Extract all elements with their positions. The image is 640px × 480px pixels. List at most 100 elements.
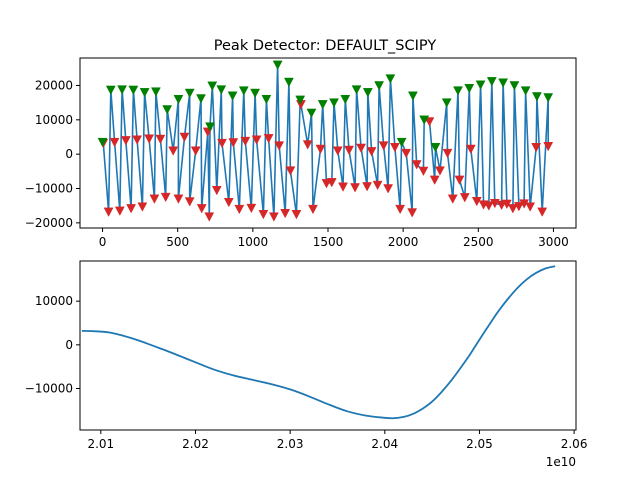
valley-marker	[173, 194, 184, 204]
valley-marker	[285, 166, 296, 176]
peak-marker	[486, 77, 497, 87]
peak-marker	[295, 95, 306, 105]
bottom-plot-area	[81, 265, 556, 420]
y-tick-label: 0	[65, 338, 73, 352]
peak-marker	[532, 92, 542, 102]
peak-marker	[272, 60, 283, 70]
valley-marker	[114, 206, 125, 216]
valley-marker	[132, 135, 143, 145]
valley-marker	[240, 136, 251, 147]
x-tick-label: 2.02	[182, 437, 209, 451]
valley-marker	[338, 182, 348, 192]
valley-marker	[459, 193, 470, 203]
valley-marker	[531, 143, 542, 153]
x-tick-label: 2.06	[561, 437, 588, 451]
peak-marker	[498, 78, 509, 88]
valley-marker	[378, 141, 389, 151]
x-tick-label: 0	[99, 235, 107, 249]
y-tick-label: 10000	[35, 294, 73, 308]
y-tick-label: 0	[65, 147, 73, 161]
valley-marker	[263, 134, 274, 144]
valley-marker	[144, 134, 155, 144]
x-tick-label: 2000	[388, 235, 419, 249]
valley-marker	[234, 204, 245, 215]
valley-marker	[196, 204, 207, 214]
valley-marker	[435, 166, 445, 176]
x-tick-label: 3000	[538, 235, 569, 249]
peak-marker	[284, 77, 294, 88]
peak-marker	[117, 85, 128, 95]
valley-marker	[513, 202, 524, 212]
valley-marker	[407, 208, 418, 218]
valley-marker	[291, 210, 302, 220]
valley-marker	[223, 197, 234, 208]
valley-marker	[315, 144, 326, 155]
peak-marker	[408, 91, 418, 101]
peak-marker	[340, 94, 351, 105]
peak-marker	[139, 88, 150, 98]
valley-marker	[308, 204, 318, 215]
x-tick-label: 500	[166, 235, 189, 249]
valley-marker	[543, 142, 554, 152]
valley-marker	[137, 202, 148, 212]
valley-marker	[274, 141, 285, 151]
valley-marker	[362, 182, 372, 192]
peak-marker	[396, 137, 407, 148]
x-tick-label: 2.04	[371, 437, 398, 451]
peak-marker	[430, 143, 441, 153]
valley-marker	[179, 132, 190, 143]
valley-marker	[525, 202, 536, 212]
y-tick-label: −10000	[25, 382, 73, 396]
peak-marker	[261, 94, 272, 105]
valley-marker	[204, 212, 215, 222]
chart-title: Peak Detector: DEFAULT_SCIPY	[214, 38, 437, 54]
y-tick-label: 20000	[35, 78, 73, 92]
peak-marker	[351, 85, 362, 95]
top-axes-frame	[79, 57, 577, 229]
peak-marker	[329, 98, 339, 108]
valley-marker	[160, 192, 171, 203]
valley-marker	[268, 212, 279, 222]
valley-marker	[332, 146, 343, 156]
peak-marker	[196, 94, 206, 104]
x-tick-label: 2.03	[277, 437, 304, 451]
valley-marker	[350, 183, 360, 193]
bottom-axes-frame	[79, 260, 577, 431]
x-tick-label: 2.05	[466, 437, 493, 451]
valley-marker	[442, 148, 453, 159]
valley-marker	[429, 175, 440, 185]
valley-marker	[424, 117, 435, 127]
x-offset-label: 1e10	[546, 455, 576, 469]
y-tick-label: 10000	[35, 113, 73, 127]
bottom-axis-ticks: 2.01 2.02 2.03 2.04 2.05 2.06 −10000 0 10000	[25, 294, 588, 451]
peak-marker	[250, 88, 261, 99]
valley-marker	[246, 203, 257, 214]
peak-marker	[475, 80, 486, 90]
valley-marker	[366, 147, 377, 157]
peak-marker	[385, 74, 396, 84]
top-axis-ticks: 0 500 1000 1500 2000 2500 3000 −20000 −10000 0 100…	[25, 78, 569, 249]
peak-marker	[543, 93, 554, 103]
valley-marker	[190, 146, 201, 156]
valley-marker	[383, 184, 394, 194]
valley-marker	[168, 146, 179, 156]
valley-marker	[471, 196, 482, 207]
top-plot-area	[97, 60, 554, 222]
x-tick-label: 1000	[238, 235, 269, 249]
peak-marker	[216, 85, 227, 95]
valley-marker	[280, 208, 291, 219]
valley-marker	[211, 185, 222, 196]
signal-line	[101, 64, 549, 218]
peak-marker	[374, 81, 385, 91]
valley-marker	[389, 143, 400, 153]
valley-marker	[109, 137, 120, 148]
valley-marker	[372, 180, 383, 191]
valley-marker	[228, 138, 239, 148]
valley-marker	[302, 140, 313, 150]
valley-marker	[454, 175, 465, 185]
peak-marker	[509, 81, 520, 91]
peak-marker	[173, 94, 184, 105]
peak-marker	[464, 83, 475, 94]
valley-marker	[483, 201, 494, 211]
